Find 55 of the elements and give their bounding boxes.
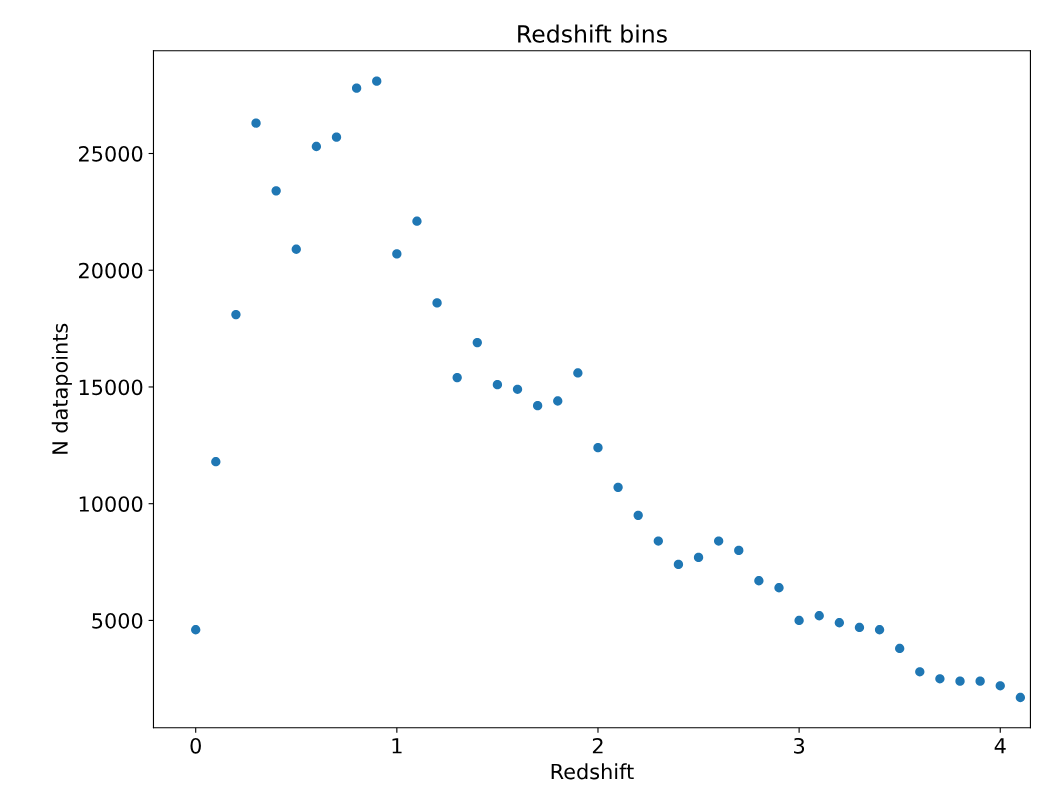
point: [794, 615, 804, 626]
point: [673, 559, 684, 570]
point: [191, 625, 201, 635]
point: [774, 583, 784, 593]
x-tick-label: 1: [392, 738, 402, 754]
point: [492, 379, 503, 390]
y-tick-label: 25000: [79, 145, 143, 162]
point: [331, 132, 342, 142]
point: [432, 298, 442, 308]
point: [573, 368, 583, 378]
x-tick-label: 3: [794, 737, 805, 754]
point: [251, 118, 261, 128]
point: [512, 384, 523, 394]
point: [372, 76, 382, 86]
point: [814, 611, 824, 621]
y-tick-label: 20000: [79, 262, 143, 279]
point: [754, 576, 764, 586]
point: [351, 83, 362, 93]
point: [653, 536, 663, 546]
point: [995, 681, 1005, 691]
point: [593, 443, 603, 453]
point: [874, 625, 885, 635]
point: [311, 141, 322, 152]
x-tick-label: 2: [592, 737, 603, 754]
x-tick-label: 4: [994, 738, 1006, 754]
point: [271, 186, 281, 196]
point: [955, 676, 965, 686]
point: [211, 457, 221, 467]
point: [975, 676, 985, 686]
y-tick-label: 5000: [92, 612, 143, 629]
point: [532, 400, 543, 411]
point: [392, 249, 402, 259]
y-tick-label: 15000: [79, 379, 143, 396]
point: [895, 643, 905, 654]
point: [834, 618, 845, 628]
point: [553, 396, 563, 406]
point: [472, 337, 482, 348]
point: [452, 372, 462, 383]
point: [915, 667, 925, 677]
point: [231, 309, 241, 320]
point: [412, 216, 422, 226]
point: [935, 674, 945, 684]
point: [854, 622, 865, 633]
x-tick-label: 0: [190, 737, 201, 754]
point: [291, 244, 301, 254]
point: [633, 510, 643, 521]
point: [1015, 692, 1026, 703]
y-axis-title: N datapoints: [51, 323, 72, 454]
x-axis-title: Redshift: [551, 763, 634, 780]
point: [693, 552, 704, 563]
point: [734, 545, 744, 556]
y-tick-label: 10000: [79, 496, 143, 512]
chart-title: Redshift bins: [518, 24, 667, 43]
point: [613, 482, 623, 493]
point: [714, 536, 724, 546]
